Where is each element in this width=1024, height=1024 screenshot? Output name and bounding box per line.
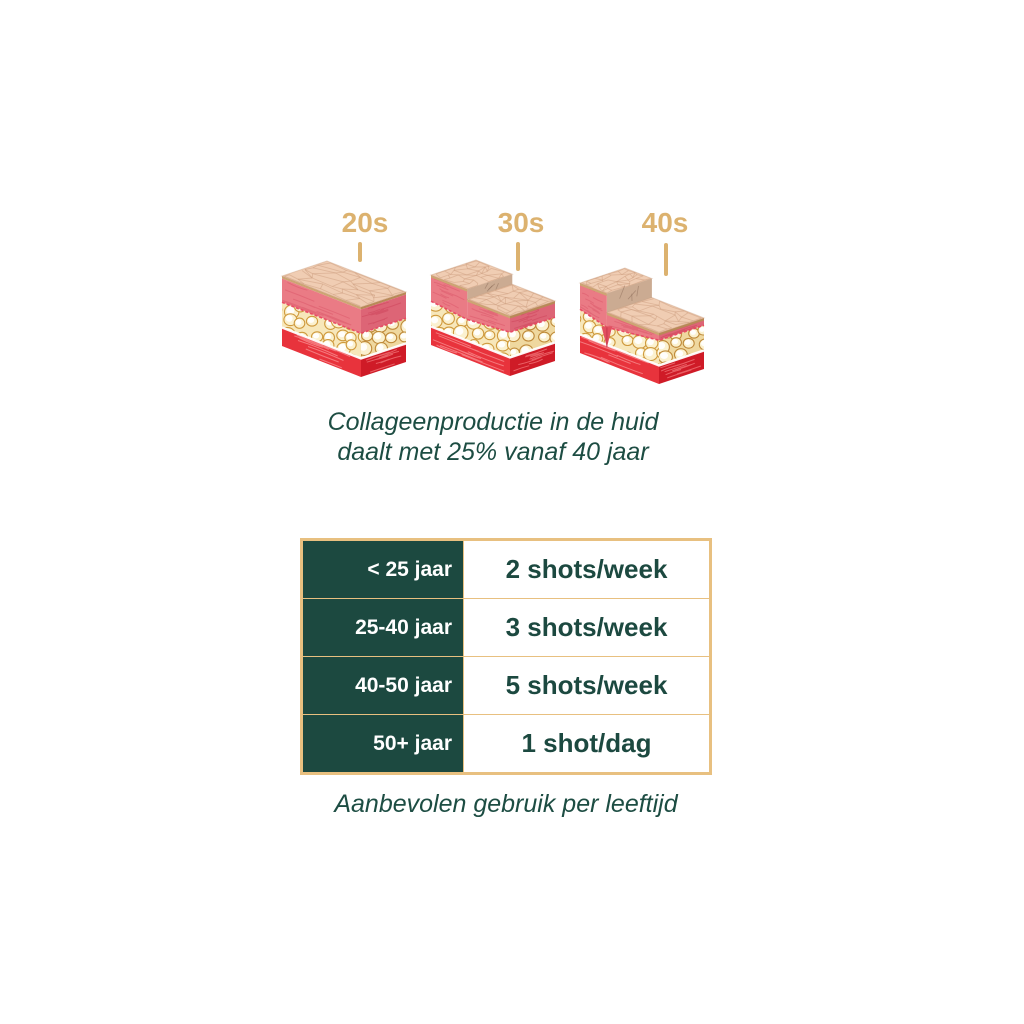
svg-text:20s: 20s <box>342 207 389 238</box>
svg-text:30s: 30s <box>498 207 545 238</box>
svg-text:40s: 40s <box>642 207 689 238</box>
